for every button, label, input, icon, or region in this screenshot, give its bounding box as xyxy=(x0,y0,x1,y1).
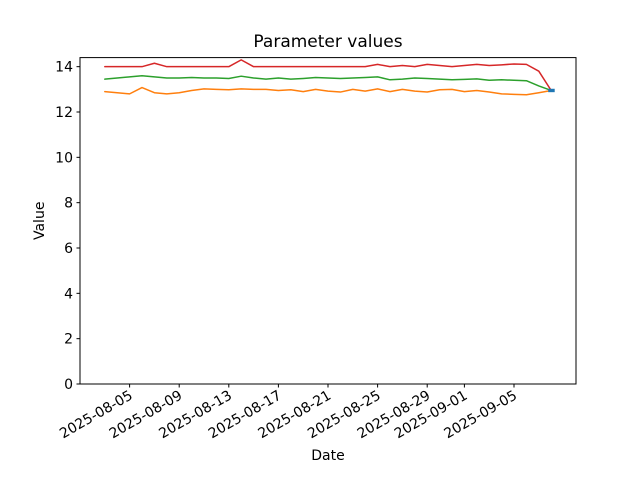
y-axis-ticks: 0 2 4 6 8 10 12 14 xyxy=(55,60,80,393)
y-tick-label: 0 xyxy=(64,377,73,393)
y-tick-label: 4 xyxy=(64,286,73,302)
x-axis-label: Date xyxy=(311,448,344,464)
y-tick-label: 2 xyxy=(64,332,73,348)
end-marker xyxy=(548,88,555,93)
series-orange-line xyxy=(104,86,552,96)
x-axis-ticks: 2025-08-052025-08-092025-08-132025-08-17… xyxy=(57,384,520,442)
y-tick-label: 12 xyxy=(55,105,73,121)
y-tick-label: 6 xyxy=(64,241,73,257)
plot-area-border xyxy=(79,57,577,385)
series-lines xyxy=(104,59,552,96)
y-tick-label: 8 xyxy=(64,196,73,212)
y-tick-label: 10 xyxy=(55,150,73,166)
series-green-line xyxy=(104,74,552,92)
y-axis-label: Value xyxy=(32,202,48,240)
end-marker-group xyxy=(548,88,555,93)
chart-title: Parameter values xyxy=(253,32,402,52)
series-red-line xyxy=(104,59,552,92)
y-tick-label: 14 xyxy=(55,60,73,76)
